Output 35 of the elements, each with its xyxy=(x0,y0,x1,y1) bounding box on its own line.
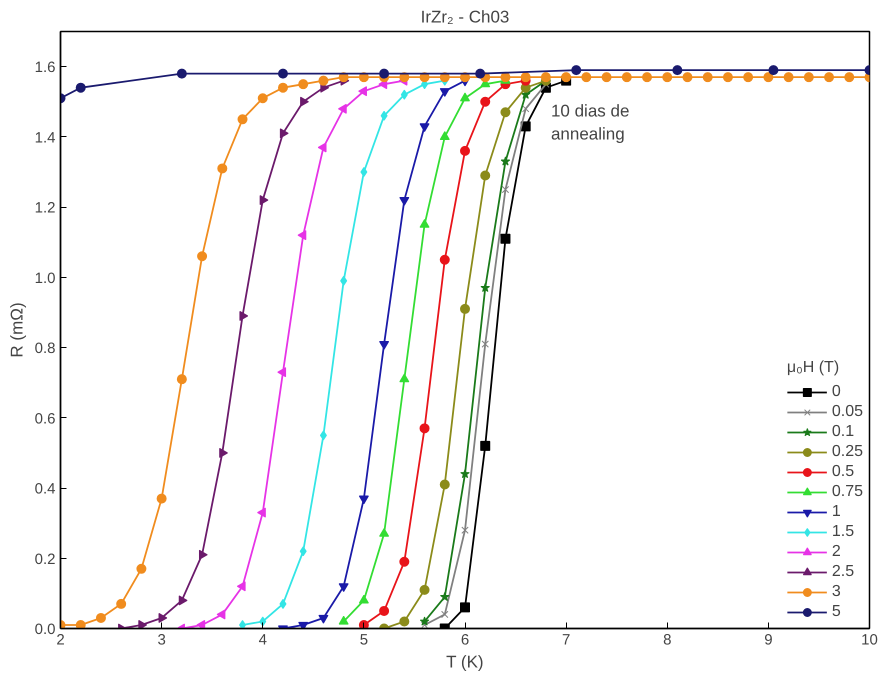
legend-title: μ₀H (T) xyxy=(786,359,840,377)
y-tick-label: 1.6 xyxy=(34,59,56,76)
legend-label: 1 xyxy=(832,503,842,521)
x-tick-label: 3 xyxy=(157,632,166,648)
y-tick-label: 0.6 xyxy=(34,410,56,428)
y-tick-label: 1.2 xyxy=(34,200,56,217)
x-tick-label: 2 xyxy=(56,632,65,648)
y-tick-label: 0.8 xyxy=(34,340,56,358)
legend-label: 1.5 xyxy=(832,523,854,541)
x-tick-label: 8 xyxy=(663,632,672,648)
annotation: 10 dias de annealing xyxy=(550,102,630,144)
x-axis-title: T (K) xyxy=(446,652,484,672)
legend-label: 0.1 xyxy=(832,423,854,441)
y-tick-label: 0.4 xyxy=(34,480,56,498)
x-tick-label: 7 xyxy=(562,632,570,648)
y-axis-title: R (mΩ) xyxy=(8,302,27,358)
x-tick-label: 9 xyxy=(764,632,773,648)
y-tick-label: 0.0 xyxy=(34,621,56,638)
legend-label: 0.75 xyxy=(832,483,863,501)
y-tick-label: 1.4 xyxy=(34,129,56,146)
legend-label: 0.5 xyxy=(832,463,854,481)
y-tick-label: 0.2 xyxy=(34,550,56,568)
legend-label: 5 xyxy=(832,603,842,621)
legend-label: 2.5 xyxy=(832,563,854,581)
legend-label: 2 xyxy=(832,543,842,561)
legend-label: 0.25 xyxy=(832,443,863,461)
chart-title: IrZr₂ - Ch03 xyxy=(420,8,510,26)
y-tick-label: 1.0 xyxy=(34,270,56,287)
x-tick-label: 5 xyxy=(360,632,368,648)
x-tick-label: 10 xyxy=(861,632,878,648)
x-tick-label: 4 xyxy=(258,632,267,648)
legend-label: 3 xyxy=(832,583,842,601)
legend-label: 0 xyxy=(832,383,842,401)
x-tick-label: 6 xyxy=(460,632,470,648)
legend-label: 0.05 xyxy=(832,403,863,421)
